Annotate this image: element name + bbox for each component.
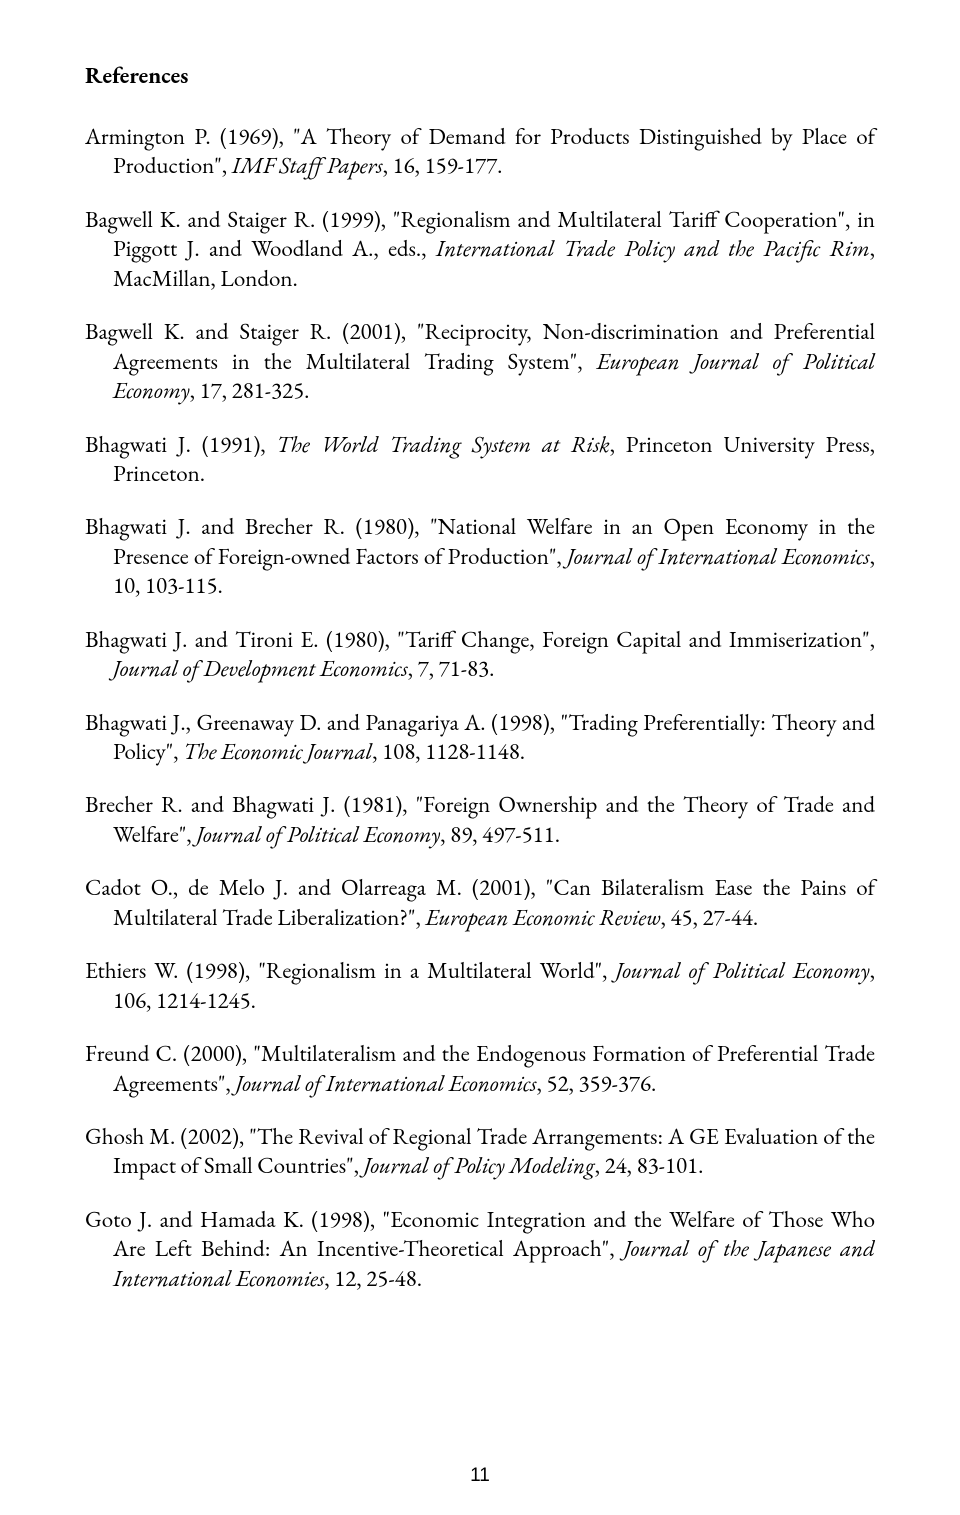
reference-text-segment: , 89, 497-511. <box>440 819 560 849</box>
reference-italic-segment: IMF Staff Papers <box>232 150 383 180</box>
reference-italic-segment: Journal of Policy Modeling <box>364 1150 595 1180</box>
reference-italic-segment: The Economic Journal <box>183 736 372 766</box>
page: References Armington P. (1969), "A Theor… <box>0 0 960 1515</box>
reference-text-segment: Ethiers W. (1998), "Regionalism in a Mul… <box>85 955 615 985</box>
reference-italic-segment: Journal of Political Economy <box>196 819 440 849</box>
reference-entry: Ghosh M. (2002), "The Revival of Regiona… <box>85 1122 875 1181</box>
reference-text-segment: Bhagwati J. (1991), <box>85 429 277 459</box>
reference-text-segment: , 108, 1128-1148. <box>372 736 525 766</box>
reference-italic-segment: International Trade Policy and the Pacif… <box>436 233 870 263</box>
page-number: 11 <box>0 1465 960 1487</box>
reference-italic-segment: Journal of Political Economy <box>615 955 869 985</box>
reference-entry: Bagwell K. and Staiger R. (1999), "Regio… <box>85 205 875 293</box>
reference-entry: Bhagwati J. and Brecher R. (1980), "Nati… <box>85 512 875 600</box>
reference-entry: Bhagwati J. (1991), The World Trading Sy… <box>85 430 875 489</box>
reference-entry: Ethiers W. (1998), "Regionalism in a Mul… <box>85 956 875 1015</box>
reference-entry: Armington P. (1969), "A Theory of Demand… <box>85 122 875 181</box>
reference-italic-segment: The World Trading System at Risk <box>277 429 610 459</box>
reference-text-segment: , 24, 83-101. <box>595 1150 704 1180</box>
references-list: Armington P. (1969), "A Theory of Demand… <box>85 122 875 1293</box>
reference-entry: Bhagwati J., Greenaway D. and Panagariya… <box>85 708 875 767</box>
reference-entry: Goto J. and Hamada K. (1998), "Economic … <box>85 1205 875 1293</box>
reference-text-segment: , 16, 159-177. <box>383 150 503 180</box>
reference-text-segment: , 45, 27-44. <box>661 902 759 932</box>
reference-italic-segment: Journal of International Economics <box>567 541 870 571</box>
reference-entry: Brecher R. and Bhagwati J. (1981), "Fore… <box>85 790 875 849</box>
reference-entry: Freund C. (2000), "Multilateralism and t… <box>85 1039 875 1098</box>
reference-entry: Bagwell K. and Staiger R. (2001), "Recip… <box>85 317 875 405</box>
reference-entry: Bhagwati J. and Tironi E. (1980), "Tarif… <box>85 625 875 684</box>
reference-text-segment: , 12, 25-48. <box>324 1263 422 1293</box>
reference-entry: Cadot O., de Melo J. and Olarreaga M. (2… <box>85 873 875 932</box>
references-heading: References <box>85 60 875 90</box>
reference-text-segment: Bhagwati J. and Tironi E. (1980), "Tarif… <box>85 624 875 654</box>
reference-italic-segment: European Economic Review <box>426 902 661 932</box>
reference-italic-segment: Journal of International Economics <box>235 1068 536 1098</box>
reference-text-segment: , 17, 281-325. <box>190 375 310 405</box>
reference-italic-segment: Journal of Development Economics <box>113 653 408 683</box>
reference-text-segment: , 7, 71-83. <box>408 653 495 683</box>
reference-text-segment: , 52, 359-376. <box>537 1068 657 1098</box>
